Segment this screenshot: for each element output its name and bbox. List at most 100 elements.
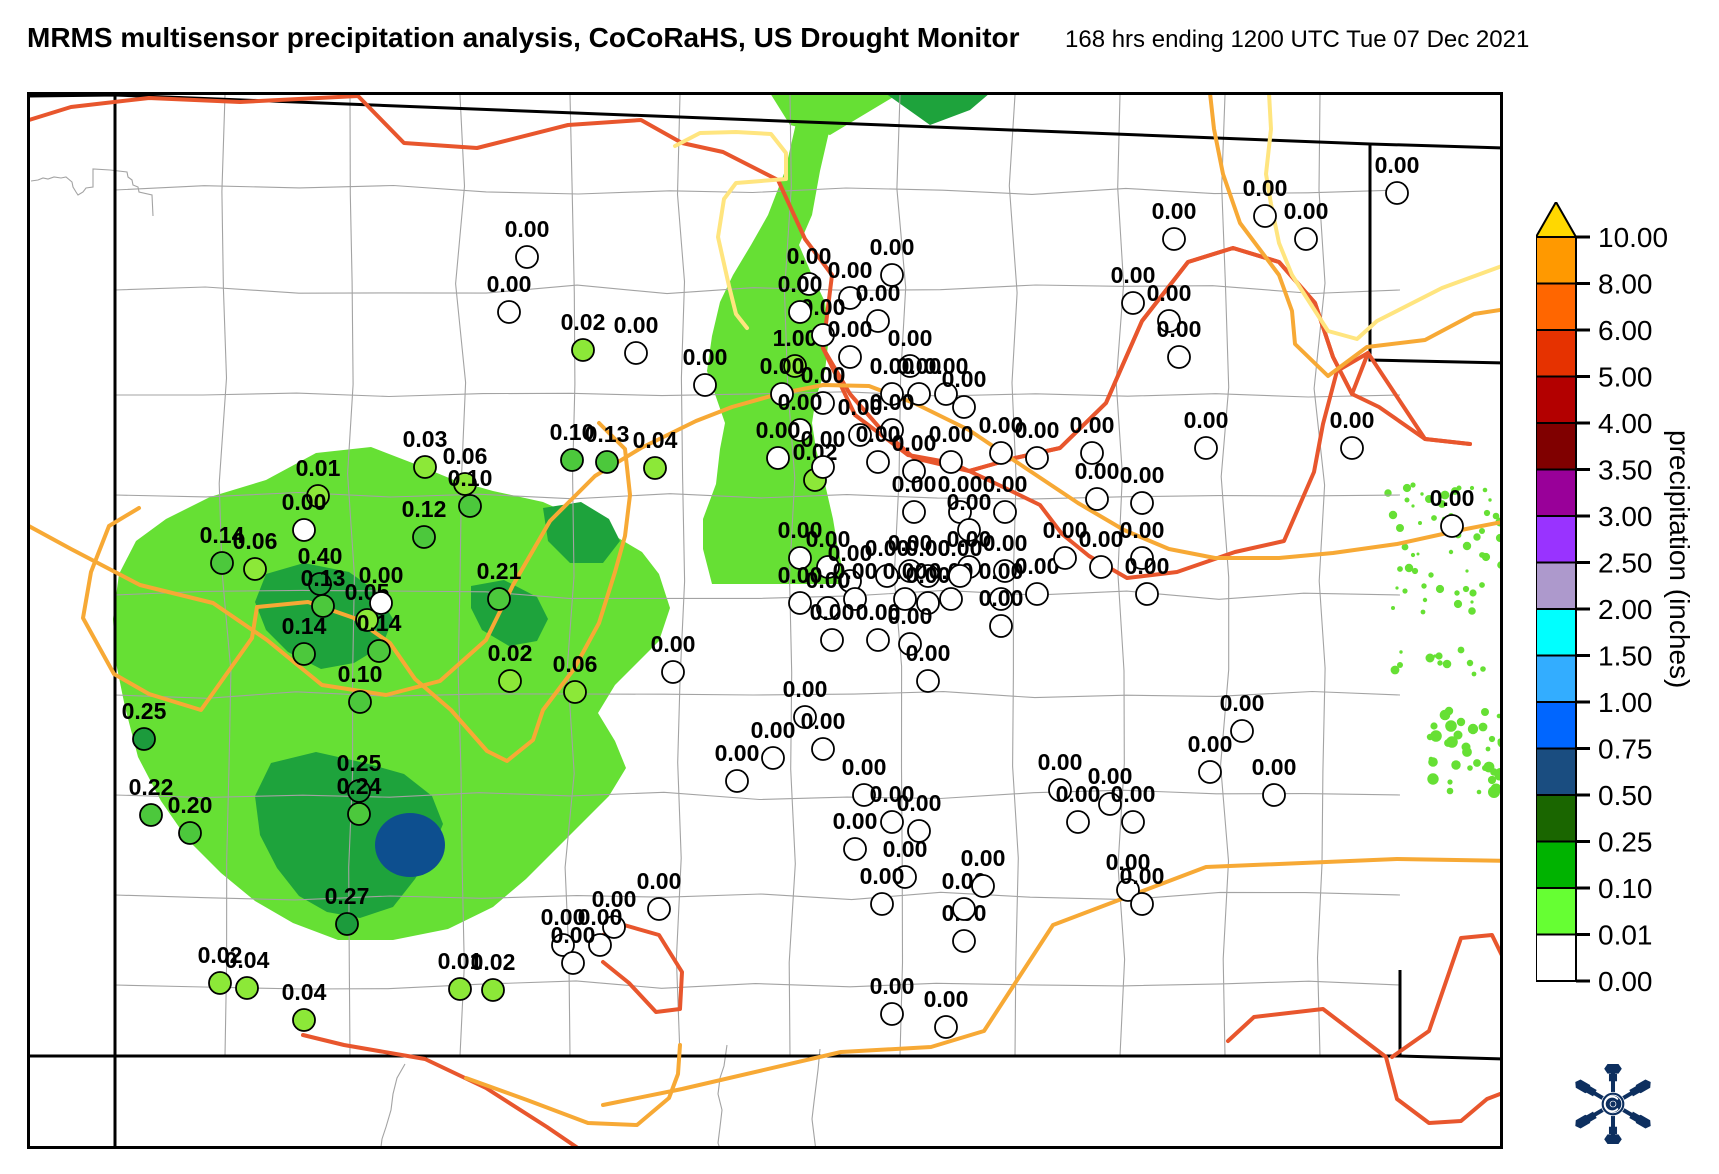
svg-text:0.00: 0.00 [870, 389, 915, 415]
svg-text:0.00: 0.00 [551, 922, 596, 948]
svg-text:0.00: 0.00 [637, 868, 682, 894]
svg-text:0.06: 0.06 [233, 528, 278, 554]
svg-text:0.00: 0.00 [870, 234, 915, 260]
svg-text:0.00: 0.00 [888, 603, 933, 629]
svg-text:2.50: 2.50 [1598, 548, 1653, 579]
svg-text:0.02: 0.02 [471, 949, 516, 975]
svg-text:0.00: 0.00 [1284, 198, 1329, 224]
svg-text:0.00: 0.00 [1243, 175, 1288, 201]
svg-text:0.00: 0.00 [1120, 462, 1165, 488]
svg-text:0.00: 0.00 [783, 676, 828, 702]
svg-text:0.00: 0.00 [961, 845, 1006, 871]
svg-text:10.00: 10.00 [1598, 222, 1668, 253]
svg-text:0.75: 0.75 [1598, 734, 1653, 765]
svg-text:0.04: 0.04 [633, 427, 678, 453]
svg-text:0.25: 0.25 [1598, 827, 1653, 858]
svg-text:0.00: 0.00 [505, 216, 550, 242]
svg-text:0.00: 0.00 [614, 312, 659, 338]
svg-text:0.00: 0.00 [1111, 262, 1156, 288]
svg-text:0.00: 0.00 [810, 599, 855, 625]
svg-text:2.00: 2.00 [1598, 594, 1653, 625]
svg-text:0.00: 0.00 [883, 836, 928, 862]
svg-text:0.03: 0.03 [403, 426, 448, 452]
svg-text:0.25: 0.25 [122, 698, 167, 724]
svg-text:8.00: 8.00 [1598, 269, 1653, 300]
svg-text:0.01: 0.01 [296, 455, 341, 481]
svg-text:0.00: 0.00 [1375, 152, 1420, 178]
svg-text:0.02: 0.02 [488, 640, 533, 666]
svg-text:1.50: 1.50 [1598, 641, 1653, 672]
svg-text:0.00: 0.00 [833, 808, 878, 834]
svg-text:0.04: 0.04 [225, 947, 270, 973]
svg-text:0.00: 0.00 [929, 421, 974, 447]
svg-text:0.00: 0.00 [1184, 407, 1229, 433]
svg-text:0.00: 0.00 [1120, 517, 1165, 543]
svg-text:0.14: 0.14 [282, 613, 327, 639]
svg-text:1.00: 1.00 [773, 325, 818, 351]
svg-text:0.00: 0.00 [856, 280, 901, 306]
svg-text:0.20: 0.20 [168, 792, 213, 818]
svg-text:0.00: 0.00 [751, 717, 796, 743]
svg-text:0.00: 0.00 [801, 708, 846, 734]
svg-text:0.00: 0.00 [842, 754, 887, 780]
svg-text:0.00: 0.00 [1430, 485, 1475, 511]
svg-text:1.00: 1.00 [1598, 687, 1653, 718]
svg-text:0.00: 0.00 [651, 631, 696, 657]
svg-text:0.00: 0.00 [1152, 198, 1197, 224]
svg-text:0.13: 0.13 [585, 421, 630, 447]
svg-text:0.50: 0.50 [1598, 780, 1653, 811]
svg-text:0.10: 0.10 [338, 661, 383, 687]
svg-text:0.24: 0.24 [337, 773, 382, 799]
svg-text:0.02: 0.02 [561, 309, 606, 335]
svg-text:0.06: 0.06 [553, 651, 598, 677]
svg-text:0.00: 0.00 [906, 640, 951, 666]
svg-text:0.00: 0.00 [282, 489, 327, 515]
svg-text:0.00: 0.00 [1598, 966, 1653, 997]
svg-text:0.00: 0.00 [924, 986, 969, 1012]
svg-text:0.00: 0.00 [683, 344, 728, 370]
svg-text:0.00: 0.00 [1188, 731, 1233, 757]
svg-text:0.00: 0.00 [1070, 412, 1115, 438]
svg-text:0.00: 0.00 [942, 366, 987, 392]
svg-text:3.00: 3.00 [1598, 501, 1653, 532]
svg-text:0.00: 0.00 [870, 973, 915, 999]
svg-text:6.00: 6.00 [1598, 315, 1653, 346]
svg-text:0.00: 0.00 [1125, 553, 1170, 579]
svg-text:0.00: 0.00 [1252, 754, 1297, 780]
svg-text:0.00: 0.00 [860, 863, 905, 889]
svg-text:0.00: 0.00 [947, 489, 992, 515]
svg-text:0.00: 0.00 [1015, 417, 1060, 443]
svg-text:0.00: 0.00 [801, 362, 846, 388]
svg-text:0.00: 0.00 [892, 471, 937, 497]
svg-text:0.00: 0.00 [760, 353, 805, 379]
svg-text:0.00: 0.00 [787, 243, 832, 269]
svg-text:0.27: 0.27 [325, 883, 370, 909]
svg-text:0.01: 0.01 [1598, 920, 1653, 951]
svg-text:0.00: 0.00 [938, 535, 983, 561]
svg-text:0.00: 0.00 [359, 562, 404, 588]
svg-text:0.00: 0.00 [1220, 690, 1265, 716]
svg-text:0.00: 0.00 [778, 389, 823, 415]
svg-text:0.00: 0.00 [1157, 316, 1202, 342]
svg-text:0.00: 0.00 [828, 316, 873, 342]
svg-text:0.00: 0.00 [833, 558, 878, 584]
svg-text:0.10: 0.10 [448, 465, 493, 491]
svg-text:0.00: 0.00 [888, 325, 933, 351]
svg-text:0.00: 0.00 [487, 271, 532, 297]
svg-text:0.00: 0.00 [897, 790, 942, 816]
svg-text:0.00: 0.00 [801, 426, 846, 452]
svg-text:0.00: 0.00 [756, 417, 801, 443]
svg-text:0.04: 0.04 [282, 979, 327, 1005]
svg-text:5.00: 5.00 [1598, 362, 1653, 393]
svg-text:0.00: 0.00 [1038, 749, 1083, 775]
svg-text:3.50: 3.50 [1598, 455, 1653, 486]
svg-text:0.00: 0.00 [778, 271, 823, 297]
svg-text:0.21: 0.21 [477, 558, 522, 584]
svg-text:0.00: 0.00 [1075, 458, 1120, 484]
svg-text:0.13: 0.13 [301, 565, 346, 591]
svg-text:0.00: 0.00 [1111, 781, 1156, 807]
svg-text:0.00: 0.00 [715, 740, 760, 766]
svg-text:0.12: 0.12 [402, 496, 447, 522]
svg-text:0.00: 0.00 [1330, 407, 1375, 433]
svg-text:0.00: 0.00 [1079, 526, 1124, 552]
